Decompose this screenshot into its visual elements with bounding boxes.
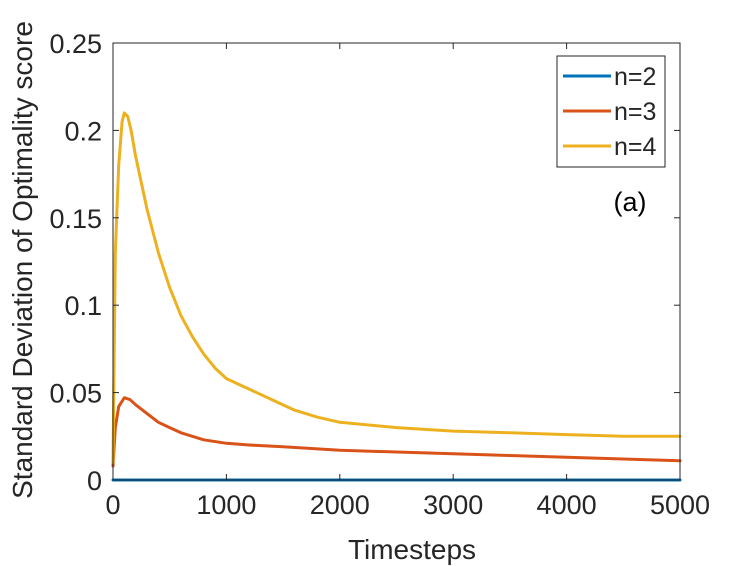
series-layer (111, 111, 682, 482)
x-tick-label: 1000 (196, 490, 256, 520)
x-tick-label: 0 (105, 490, 120, 520)
y-tick-label: 0 (87, 466, 102, 496)
x-tick-label: 2000 (310, 490, 370, 520)
x-axis-label: Timesteps (348, 534, 476, 565)
axes-layer (112, 42, 681, 481)
y-tick-label: 0.15 (49, 204, 102, 234)
ticks-layer: 0 1000 2000 3000 4000 5000 0 0.05 0.1 0.15 0.2 0.25 (49, 29, 710, 520)
x-tick-label: 3000 (423, 490, 483, 520)
series-line-3 (111, 111, 682, 464)
y-tick-label: 0.25 (49, 29, 102, 59)
x-tick-label: 4000 (537, 490, 597, 520)
y-tick-label: 0.2 (64, 116, 102, 146)
panel-annotation: (a) (614, 187, 647, 217)
y-axis-label: Standard Deviation of Optimality score (7, 21, 38, 499)
x-tick-label: 5000 (650, 490, 710, 520)
series-line-2 (111, 396, 682, 468)
legend-label-2: n=3 (614, 98, 656, 126)
legend-label-1: n=2 (614, 63, 656, 91)
y-tick-label: 0.1 (64, 291, 102, 321)
plot-area-border (112, 42, 681, 481)
legend: n=2 n=3 n=4 (556, 55, 666, 168)
y-tick-label: 0.05 (49, 379, 102, 409)
legend-label-3: n=4 (614, 133, 657, 161)
